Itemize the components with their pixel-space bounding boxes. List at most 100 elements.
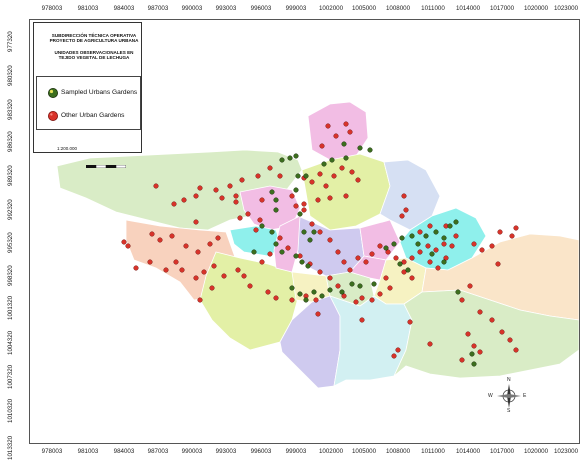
other-garden-marker xyxy=(383,275,389,281)
sampled-garden-marker xyxy=(297,211,303,217)
other-garden-marker xyxy=(195,249,201,255)
other-garden-marker xyxy=(257,217,263,223)
other-garden-marker xyxy=(179,267,185,273)
other-garden-marker xyxy=(169,233,175,239)
other-garden-marker xyxy=(341,293,347,299)
x-tick: 996003 xyxy=(250,448,272,455)
sampled-garden-marker xyxy=(297,291,303,297)
sampled-garden-marker xyxy=(251,249,257,255)
other-garden-marker xyxy=(409,275,415,281)
x-tick: 1014000 xyxy=(455,5,481,12)
x-tick: 981003 xyxy=(77,448,99,455)
other-garden-marker xyxy=(209,285,215,291)
other-garden-marker xyxy=(347,129,353,135)
other-garden-marker xyxy=(497,229,503,235)
other-garden-marker xyxy=(359,295,365,301)
sampled-garden-marker xyxy=(303,297,309,303)
other-garden-marker xyxy=(513,347,519,353)
other-garden-marker xyxy=(237,215,243,221)
other-garden-marker xyxy=(399,213,405,219)
x-tick: 1011000 xyxy=(421,5,445,12)
other-garden-marker xyxy=(403,207,409,213)
sampled-garden-marker xyxy=(293,253,299,259)
other-garden-marker xyxy=(319,143,325,149)
other-garden-marker xyxy=(477,349,483,355)
sampled-garden-marker xyxy=(273,241,279,247)
x-tick: 996003 xyxy=(250,5,272,12)
x-tick: 1014000 xyxy=(455,448,481,455)
sampled-garden-marker xyxy=(343,155,349,161)
other-garden-marker xyxy=(441,241,447,247)
other-garden-marker xyxy=(301,201,307,207)
other-garden-marker xyxy=(317,269,323,275)
other-garden-marker xyxy=(289,193,295,199)
other-garden-marker xyxy=(277,235,283,241)
other-garden-marker xyxy=(369,297,375,303)
scale-label: 1:200.000 xyxy=(57,146,78,151)
other-garden-marker xyxy=(489,243,495,249)
other-garden-marker xyxy=(293,203,299,209)
other-garden-marker xyxy=(471,241,477,247)
x-tick: 981003 xyxy=(77,5,99,12)
x-tick: 1005000 xyxy=(351,5,377,12)
other-garden-marker xyxy=(233,199,239,205)
other-garden-marker xyxy=(241,273,247,279)
other-garden-marker xyxy=(327,237,333,243)
other-garden-marker xyxy=(425,243,431,249)
other-garden-marker xyxy=(433,247,439,253)
other-garden-marker xyxy=(499,329,505,335)
sampled-garden-marker xyxy=(329,157,335,163)
other-garden-marker xyxy=(427,341,433,347)
other-garden-marker xyxy=(353,299,359,305)
sampled-garden-marker xyxy=(289,285,295,291)
other-garden-marker xyxy=(211,263,217,269)
sampled-garden-marker xyxy=(279,157,285,163)
other-garden-marker xyxy=(401,259,407,265)
other-garden-marker xyxy=(467,283,473,289)
other-garden-marker xyxy=(289,297,295,303)
x-tick: 987003 xyxy=(147,5,169,12)
legend-title-line: UNIDADES OBSERVACIONALES EN xyxy=(54,50,134,55)
other-garden-marker xyxy=(435,265,441,271)
other-garden-marker xyxy=(407,319,413,325)
other-garden-marker xyxy=(221,273,227,279)
other-garden-marker xyxy=(401,193,407,199)
sampled-garden-marker xyxy=(423,233,429,239)
x-tick: 999003 xyxy=(285,448,307,455)
sampled-garden-marker xyxy=(311,289,317,295)
compass-w: W xyxy=(488,393,493,399)
other-garden-marker xyxy=(255,173,261,179)
other-garden-marker xyxy=(409,255,415,261)
other-garden-marker xyxy=(215,235,221,241)
other-garden-marker xyxy=(245,211,251,217)
other-garden-marker xyxy=(133,265,139,271)
sampled-garden-marker xyxy=(469,351,475,357)
other-garden-marker xyxy=(335,283,341,289)
other-garden-marker xyxy=(273,295,279,301)
x-tick: 978003 xyxy=(41,5,63,12)
x-tick: 1005000 xyxy=(351,448,377,455)
other-garden-marker xyxy=(277,173,283,179)
legend-sampled-label: Sampled Urbans Gardens xyxy=(61,89,138,96)
sampled-garden-marker xyxy=(453,219,459,225)
other-garden-marker xyxy=(239,177,245,183)
other-garden-marker xyxy=(507,337,513,343)
other-garden-marker xyxy=(197,297,203,303)
other-garden-marker xyxy=(173,259,179,265)
other-garden-marker xyxy=(341,259,347,265)
other-garden-marker xyxy=(391,353,397,359)
sampled-garden-marker xyxy=(273,197,279,203)
sampled-garden-marker xyxy=(269,229,275,235)
other-garden-marker xyxy=(327,275,333,281)
other-garden-marker xyxy=(347,267,353,273)
other-garden-marker xyxy=(449,243,455,249)
sampled-garden-marker xyxy=(339,289,345,295)
other-garden-marker xyxy=(513,225,519,231)
district-map xyxy=(56,101,580,389)
other-garden-marker xyxy=(267,165,273,171)
other-garden-marker xyxy=(331,173,337,179)
other-garden-marker xyxy=(323,183,329,189)
other-garden-marker xyxy=(355,177,361,183)
sampled-garden-marker xyxy=(405,267,411,273)
